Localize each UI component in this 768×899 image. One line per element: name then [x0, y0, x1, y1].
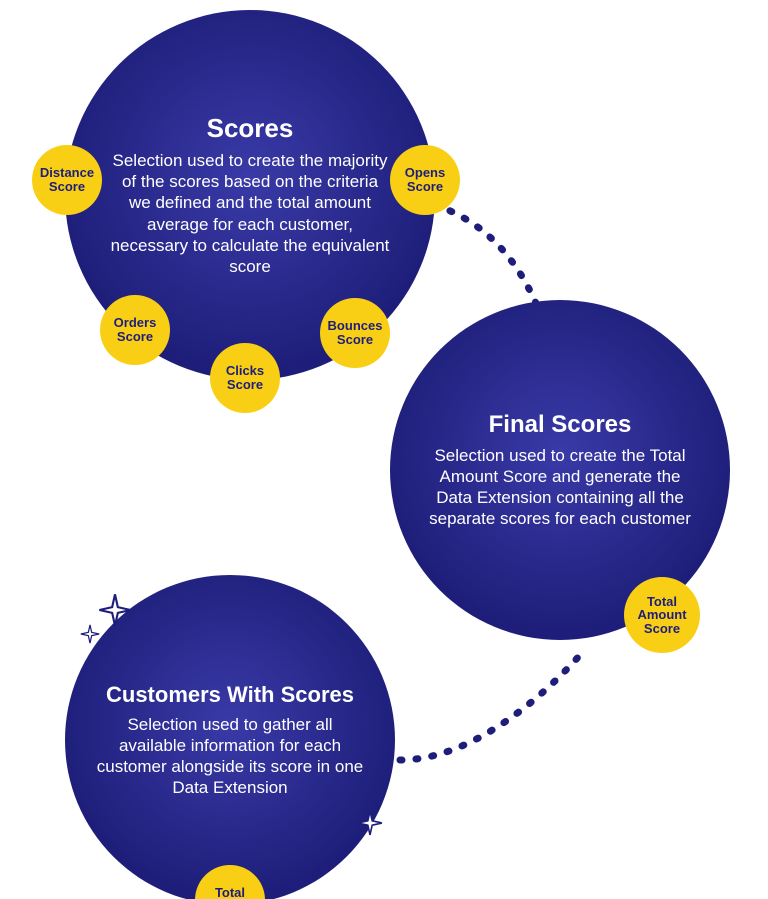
node-scores-title: Scores	[207, 113, 294, 144]
badge-bounces-line2: Score	[337, 332, 373, 347]
badge-opens-line2: Score	[407, 179, 443, 194]
node-final-desc: Selection used to create the Total Amoun…	[420, 445, 700, 530]
badge-clicks-score: Clicks Score	[210, 343, 280, 413]
badge-total-amount-score: Total Amount Score	[624, 577, 700, 653]
badge-total-line1: Total	[215, 885, 245, 899]
badge-distance-line2: Score	[49, 179, 85, 194]
badge-distance-score: Distance Score	[32, 145, 102, 215]
node-customers-desc: Selection used to gather all available i…	[95, 714, 365, 799]
badge-orders-score: Orders Score	[100, 295, 170, 365]
badge-bounces-score: Bounces Score	[320, 298, 390, 368]
badge-opens-score: Opens Score	[390, 145, 460, 215]
node-scores-desc: Selection used to create the majority of…	[110, 150, 390, 278]
node-final-title: Final Scores	[489, 411, 632, 439]
node-customers-with-scores: Customers With Scores Selection used to …	[65, 575, 395, 899]
node-customers-title: Customers With Scores	[106, 682, 354, 708]
badge-total-amount-line3: Score	[644, 621, 680, 636]
badge-orders-line2: Score	[117, 329, 153, 344]
badge-clicks-line2: Score	[227, 377, 263, 392]
diagram-stage: Scores Selection used to create the majo…	[0, 0, 768, 899]
